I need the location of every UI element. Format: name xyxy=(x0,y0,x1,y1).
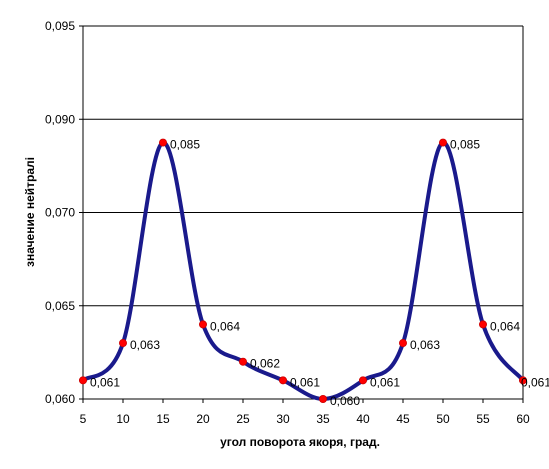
data-label: 0,064 xyxy=(210,319,240,333)
data-label: 0,060 xyxy=(330,394,360,408)
data-label: 0,063 xyxy=(410,338,440,352)
x-tick-label: 30 xyxy=(276,412,290,426)
data-labels: 0,061 0,063 0,085 0,064 0,062 0,061 0,060 0,061… xyxy=(90,138,549,408)
data-point-marker xyxy=(358,376,367,385)
x-tick-labels: 5 10 15 20 25 30 35 40 45 50 55 60 xyxy=(80,412,530,426)
data-point-marker xyxy=(478,320,487,329)
data-point-marker xyxy=(278,376,287,385)
data-point-marker xyxy=(519,376,528,385)
series-group xyxy=(79,138,528,403)
x-tick-label: 10 xyxy=(116,412,130,426)
data-point-marker xyxy=(158,138,167,147)
axes xyxy=(82,26,524,400)
y-tick-label: 0,070 xyxy=(45,206,75,220)
x-tick-label: 50 xyxy=(436,412,450,426)
gridlines xyxy=(79,25,524,403)
data-label: 0,061 xyxy=(521,375,549,389)
y-tick-label: 0,065 xyxy=(45,299,75,313)
data-label: 0,061 xyxy=(290,375,320,389)
data-point-marker xyxy=(398,339,407,348)
x-axis-title: угол поворота якоря, град. xyxy=(220,435,380,449)
x-tick-label: 40 xyxy=(356,412,370,426)
x-tick-label: 55 xyxy=(476,412,490,426)
data-label: 0,063 xyxy=(130,338,160,352)
data-label: 0,064 xyxy=(490,319,520,333)
x-tick-label: 35 xyxy=(316,412,330,426)
data-point-marker xyxy=(198,320,207,329)
data-point-marker xyxy=(318,394,327,403)
y-tick-labels: 0,060 0,065 0,070 0,090 0,095 xyxy=(45,19,75,406)
x-tick-label: 25 xyxy=(236,412,250,426)
series-line xyxy=(81,140,525,401)
data-label: 0,061 xyxy=(370,375,400,389)
x-tick-label: 20 xyxy=(196,412,210,426)
data-label: 0,085 xyxy=(170,138,200,152)
x-tick-label: 15 xyxy=(156,412,170,426)
x-tick-label: 60 xyxy=(516,412,530,426)
y-tick-label: 0,095 xyxy=(45,19,75,33)
data-label: 0,085 xyxy=(450,138,480,152)
x-tick-label: 45 xyxy=(396,412,410,426)
y-tick-label: 0,090 xyxy=(45,112,75,126)
y-axis-title: значение нейтралі xyxy=(23,157,37,267)
x-tick-label: 5 xyxy=(80,412,87,426)
data-point-marker xyxy=(438,138,447,147)
data-point-marker xyxy=(238,357,247,366)
y-tick-label: 0,060 xyxy=(45,392,75,406)
data-point-marker xyxy=(119,339,128,348)
data-label: 0,061 xyxy=(90,375,120,389)
data-point-marker xyxy=(79,376,88,385)
data-label: 0,062 xyxy=(250,357,280,371)
